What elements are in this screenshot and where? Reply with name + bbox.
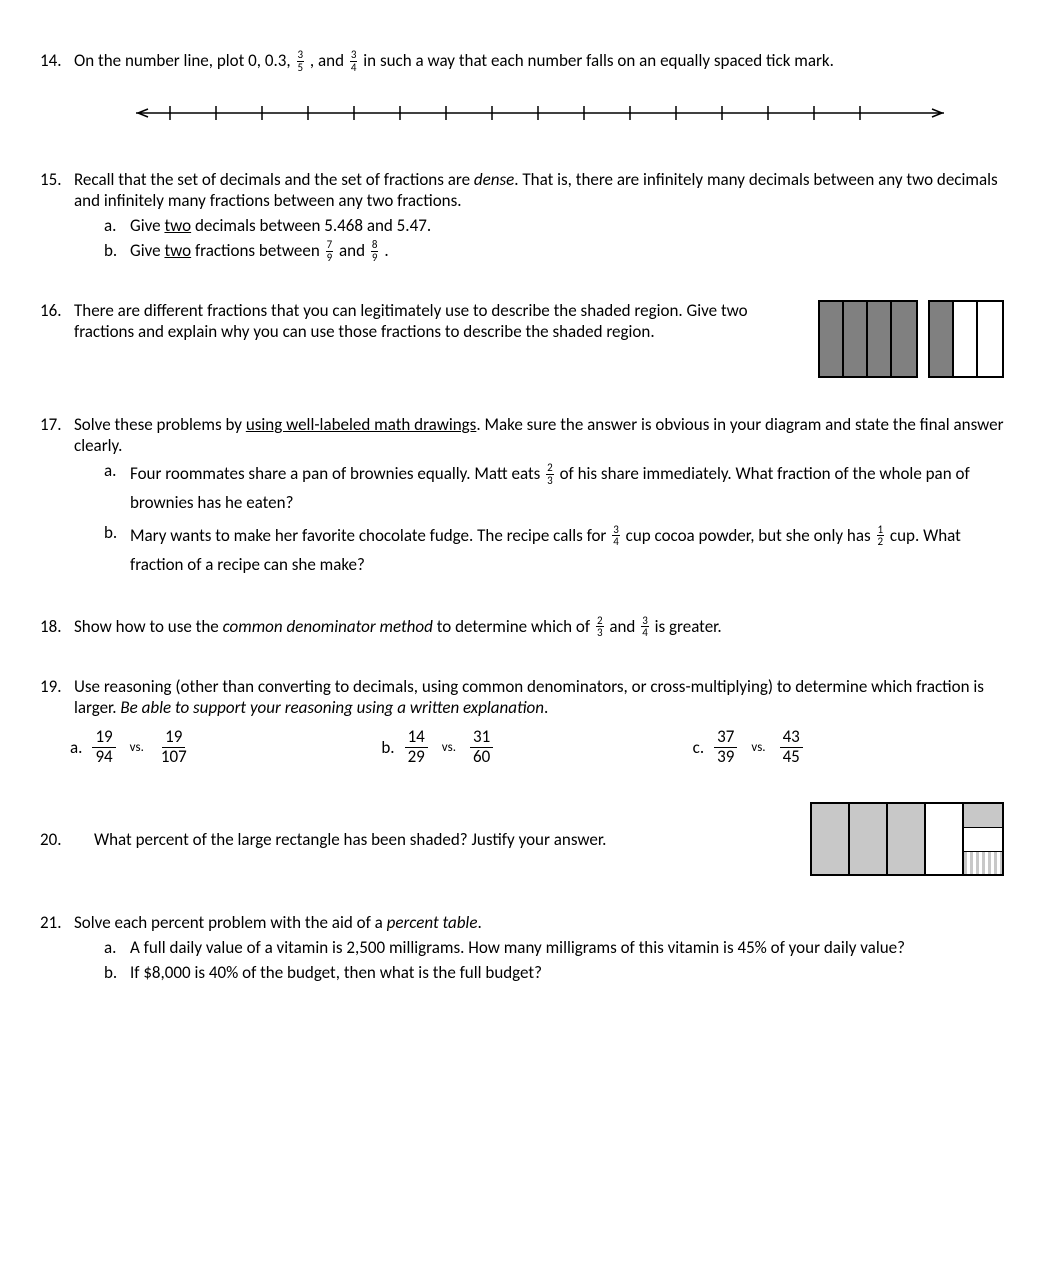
q17-a: Four roommates share a pan of brownies e… <box>130 460 1004 518</box>
q15-b: Give two fractions between 79 and 89 . <box>130 240 1004 264</box>
q17-b-frac-1: 34 <box>612 524 620 548</box>
q15-b-frac-1: 79 <box>326 239 334 263</box>
q15-a-label: a. <box>104 215 130 236</box>
q16-cell <box>868 302 892 376</box>
q21-a: A full daily value of a vitamin is 2,500… <box>130 937 1004 958</box>
q16-cell <box>954 302 978 376</box>
q18-body: Show how to use the common denominator m… <box>74 616 1004 640</box>
q16-cell <box>892 302 916 376</box>
q19-c: c. 3739 vs. 4345 <box>693 728 1004 766</box>
question-14: 14. On the number line, plot 0, 0.3, 35 … <box>40 50 1004 133</box>
question-18: 18. Show how to use the common denominat… <box>40 616 1004 640</box>
q14-number-line <box>136 98 1004 133</box>
q16-figure <box>818 300 1004 378</box>
q20-figure <box>810 802 1004 876</box>
q19-number: 19. <box>40 676 74 697</box>
q19-a: a. 1994 vs. 19107 <box>70 728 381 766</box>
q14-frac-1: 35 <box>297 49 305 73</box>
q15-body: Recall that the set of decimals and the … <box>74 169 1004 264</box>
q21-body: Solve each percent problem with the aid … <box>74 912 1004 983</box>
q19-options: a. 1994 vs. 19107 b. 1429 vs. 3160 c. 37… <box>70 728 1004 766</box>
q16-number: 16. <box>40 300 74 321</box>
q19-b: b. 1429 vs. 3160 <box>381 728 692 766</box>
q20-column <box>812 804 850 874</box>
q21-b-label: b. <box>104 962 130 983</box>
question-21: 21. Solve each percent problem with the … <box>40 912 1004 983</box>
question-20: 20. What percent of the large rectangle … <box>40 802 1004 876</box>
q15-b-label: b. <box>104 240 130 264</box>
q15-dense: dense <box>474 169 514 190</box>
question-19: 19. Use reasoning (other than converting… <box>40 676 1004 766</box>
q21-number: 21. <box>40 912 74 933</box>
q17-a-frac: 23 <box>546 462 554 486</box>
q16-cell <box>978 302 1002 376</box>
q15-number: 15. <box>40 169 74 190</box>
question-17: 17. Solve these problems by using well-l… <box>40 414 1004 580</box>
q19-body: Use reasoning (other than converting to … <box>74 676 1004 718</box>
q17-a-label: a. <box>104 460 130 518</box>
q16-text: There are different fractions that you c… <box>74 300 786 378</box>
q18-frac-1: 23 <box>596 615 604 639</box>
q16-cell <box>820 302 844 376</box>
question-16: 16. There are different fractions that y… <box>40 300 1004 378</box>
q14-text-c: in such a way that each number falls on … <box>363 50 834 71</box>
q17-b: Mary wants to make her favorite chocolat… <box>130 522 1004 580</box>
q20-column <box>850 804 888 874</box>
q14-number: 14. <box>40 50 74 71</box>
q20-text: What percent of the large rectangle has … <box>94 829 790 850</box>
q15-a: Give two decimals between 5.468 and 5.47… <box>130 215 1004 236</box>
q20-column <box>964 804 1002 874</box>
q17-b-frac-2: 12 <box>877 524 885 548</box>
q17-number: 17. <box>40 414 74 435</box>
q21-b: If $8,000 is 40% of the budget, then wha… <box>130 962 1004 983</box>
q20-column <box>926 804 964 874</box>
question-15: 15. Recall that the set of decimals and … <box>40 169 1004 264</box>
q18-number: 18. <box>40 616 74 637</box>
q16-cell <box>844 302 868 376</box>
q17-body: Solve these problems by using well-label… <box>74 414 1004 580</box>
q20-number: 20. <box>40 829 74 850</box>
q14-text-b: , and <box>310 50 348 71</box>
q14-frac-2: 34 <box>350 49 358 73</box>
q17-b-label: b. <box>104 522 130 580</box>
q14-text-a: On the number line, plot 0, 0.3, <box>74 50 295 71</box>
q15-b-frac-2: 89 <box>371 239 379 263</box>
q18-frac-2: 34 <box>641 615 649 639</box>
q14-body: On the number line, plot 0, 0.3, 35 , an… <box>74 50 1004 74</box>
q16-cell <box>930 302 954 376</box>
q20-column <box>888 804 926 874</box>
q21-a-label: a. <box>104 937 130 958</box>
